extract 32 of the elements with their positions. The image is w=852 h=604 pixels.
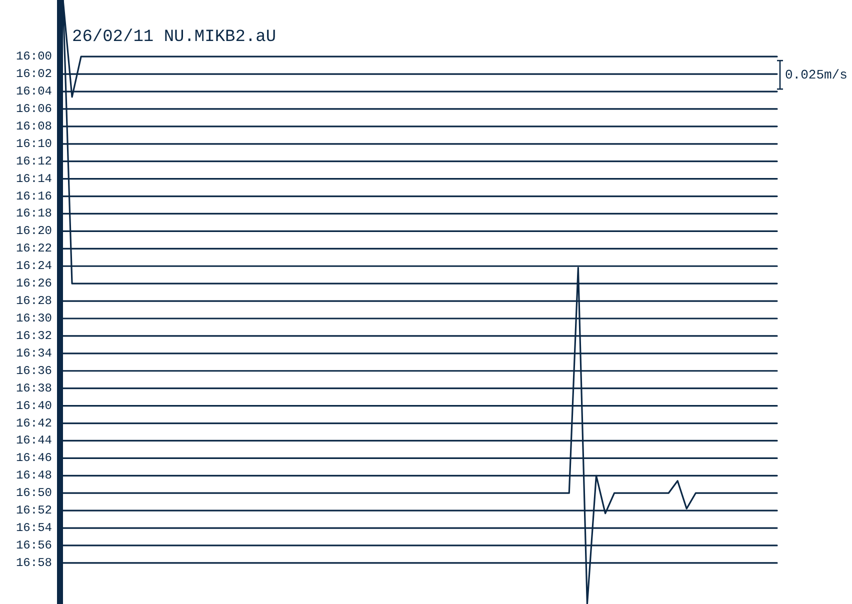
y-tick-label: 16:38 xyxy=(16,381,52,396)
y-tick-label: 16:10 xyxy=(16,136,52,151)
y-tick-label: 16:14 xyxy=(16,172,52,186)
y-tick-label: 16:56 xyxy=(16,538,52,552)
y-tick-label: 16:30 xyxy=(16,312,52,326)
text: 0.025m/s xyxy=(785,67,848,82)
y-tick-label: 16:12 xyxy=(16,154,52,168)
y-tick-label: 16:50 xyxy=(16,486,52,500)
y-tick-label: 16:42 xyxy=(16,416,52,430)
y-tick-label: 16:22 xyxy=(16,242,52,256)
y-tick-label: 16:06 xyxy=(16,102,52,116)
y-tick-label: 16:54 xyxy=(16,521,52,536)
y-tick-label: 16:52 xyxy=(16,504,52,518)
y-tick-label: 16:24 xyxy=(16,259,52,274)
y-tick-label: 16:44 xyxy=(16,434,52,448)
y-tick-label: 16:34 xyxy=(16,346,52,360)
y-tick-label: 16:32 xyxy=(16,328,52,343)
y-tick-label: 16:16 xyxy=(16,189,52,204)
y-tick-label: 16:46 xyxy=(16,451,52,466)
y-tick-label: 16:20 xyxy=(16,224,52,238)
y-tick-label: 16:08 xyxy=(16,119,52,134)
y-tick-label: 16:58 xyxy=(16,556,52,570)
y-tick-label: 16:48 xyxy=(16,468,52,483)
y-tick-label: 16:18 xyxy=(16,206,52,221)
y-tick-label: 16:36 xyxy=(16,364,52,378)
text: 26/02/11 NU.MIKB2.aU xyxy=(72,28,276,47)
y-tick-label: 16:26 xyxy=(16,276,52,291)
y-tick-label: 16:02 xyxy=(16,67,52,82)
y-tick-label: 16:00 xyxy=(16,50,52,64)
y-tick-label: 16:04 xyxy=(16,84,52,99)
y-tick-label: 16:28 xyxy=(16,294,52,308)
y-tick-label: 16:40 xyxy=(16,398,52,413)
